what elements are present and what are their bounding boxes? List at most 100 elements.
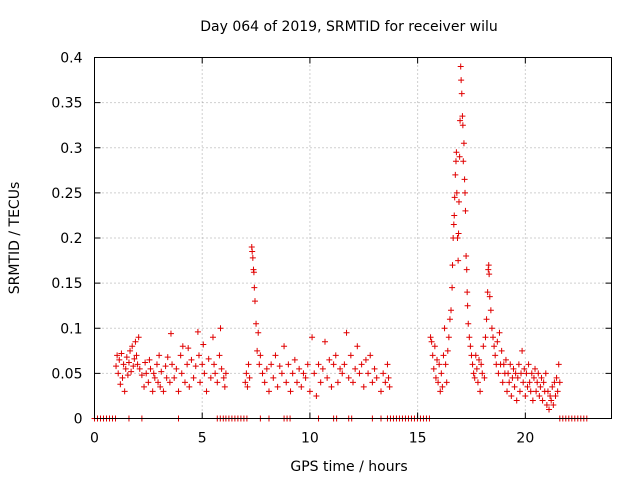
data-point bbox=[513, 397, 520, 404]
data-point bbox=[358, 361, 365, 368]
data-point bbox=[311, 370, 318, 377]
data-point bbox=[528, 370, 535, 377]
data-point bbox=[427, 334, 434, 341]
data-point bbox=[435, 379, 442, 386]
data-point bbox=[315, 361, 322, 368]
data-point bbox=[454, 235, 461, 241]
data-point bbox=[147, 365, 154, 372]
data-point bbox=[251, 298, 258, 305]
data-point bbox=[459, 113, 466, 120]
data-point bbox=[181, 379, 188, 386]
data-point bbox=[199, 361, 206, 368]
data-point bbox=[523, 370, 530, 377]
data-point bbox=[461, 176, 468, 183]
data-point bbox=[190, 374, 197, 381]
data-point bbox=[160, 388, 167, 395]
data-point bbox=[555, 361, 562, 368]
data-point bbox=[470, 370, 477, 377]
data-point bbox=[302, 374, 309, 381]
data-point bbox=[119, 374, 126, 381]
data-point bbox=[343, 329, 350, 336]
data-point bbox=[175, 388, 182, 395]
data-point bbox=[293, 379, 300, 386]
data-point bbox=[543, 401, 550, 408]
data-point bbox=[207, 374, 214, 381]
x-tick-label: 5 bbox=[198, 431, 207, 447]
data-point bbox=[537, 383, 544, 390]
data-point bbox=[362, 356, 369, 363]
data-point bbox=[242, 379, 249, 386]
data-point bbox=[211, 361, 218, 368]
data-point bbox=[526, 379, 533, 386]
data-point bbox=[317, 379, 324, 386]
data-point bbox=[121, 388, 128, 395]
data-point bbox=[380, 370, 387, 377]
data-point bbox=[443, 379, 450, 386]
data-point bbox=[496, 329, 503, 336]
data-point bbox=[253, 320, 260, 327]
data-point bbox=[469, 361, 476, 368]
data-point bbox=[179, 343, 186, 350]
data-point bbox=[460, 140, 467, 147]
data-point bbox=[476, 356, 483, 363]
data-point bbox=[356, 370, 363, 377]
y-tick-label: 0.1 bbox=[60, 321, 82, 337]
data-point bbox=[132, 338, 139, 345]
data-point bbox=[500, 361, 507, 368]
data-points bbox=[91, 63, 590, 422]
data-point bbox=[200, 341, 207, 348]
data-point bbox=[450, 221, 457, 228]
data-point bbox=[522, 392, 529, 399]
data-point bbox=[120, 361, 127, 368]
data-point bbox=[511, 383, 518, 390]
data-point bbox=[556, 379, 563, 386]
data-point bbox=[153, 361, 160, 368]
data-point bbox=[306, 388, 313, 395]
data-point bbox=[439, 383, 446, 390]
data-point bbox=[263, 365, 270, 372]
data-point bbox=[524, 383, 531, 390]
data-point bbox=[479, 370, 486, 377]
data-point bbox=[449, 284, 456, 291]
data-point bbox=[133, 352, 140, 359]
data-point bbox=[385, 374, 392, 381]
data-point bbox=[300, 370, 307, 377]
data-point bbox=[455, 230, 462, 237]
data-point bbox=[535, 370, 542, 377]
data-point bbox=[117, 381, 124, 388]
data-point bbox=[434, 356, 441, 363]
data-point bbox=[459, 122, 466, 129]
data-point bbox=[465, 320, 472, 327]
data-point bbox=[515, 361, 522, 368]
data-point bbox=[508, 392, 515, 399]
data-point bbox=[141, 383, 148, 390]
data-point bbox=[278, 370, 285, 377]
data-point bbox=[487, 307, 494, 314]
data-point bbox=[203, 388, 210, 395]
data-point bbox=[518, 370, 525, 377]
data-point bbox=[324, 374, 331, 381]
data-point bbox=[452, 158, 459, 165]
data-point bbox=[546, 406, 553, 413]
data-point bbox=[217, 325, 224, 332]
data-point bbox=[337, 365, 344, 372]
data-point bbox=[521, 365, 528, 372]
data-point bbox=[151, 374, 158, 381]
data-point bbox=[506, 379, 513, 386]
data-point bbox=[464, 289, 471, 296]
data-point bbox=[532, 365, 539, 372]
data-point bbox=[553, 374, 560, 381]
data-point bbox=[122, 365, 129, 372]
data-point bbox=[440, 352, 447, 359]
data-point bbox=[386, 383, 393, 390]
data-point bbox=[432, 374, 439, 381]
data-point bbox=[222, 370, 229, 377]
data-point bbox=[382, 379, 389, 386]
data-point bbox=[115, 370, 122, 377]
data-point bbox=[441, 325, 448, 332]
data-point bbox=[463, 253, 470, 260]
data-point bbox=[334, 379, 341, 386]
data-point bbox=[472, 352, 479, 359]
data-point bbox=[214, 379, 221, 386]
data-point bbox=[250, 269, 257, 276]
